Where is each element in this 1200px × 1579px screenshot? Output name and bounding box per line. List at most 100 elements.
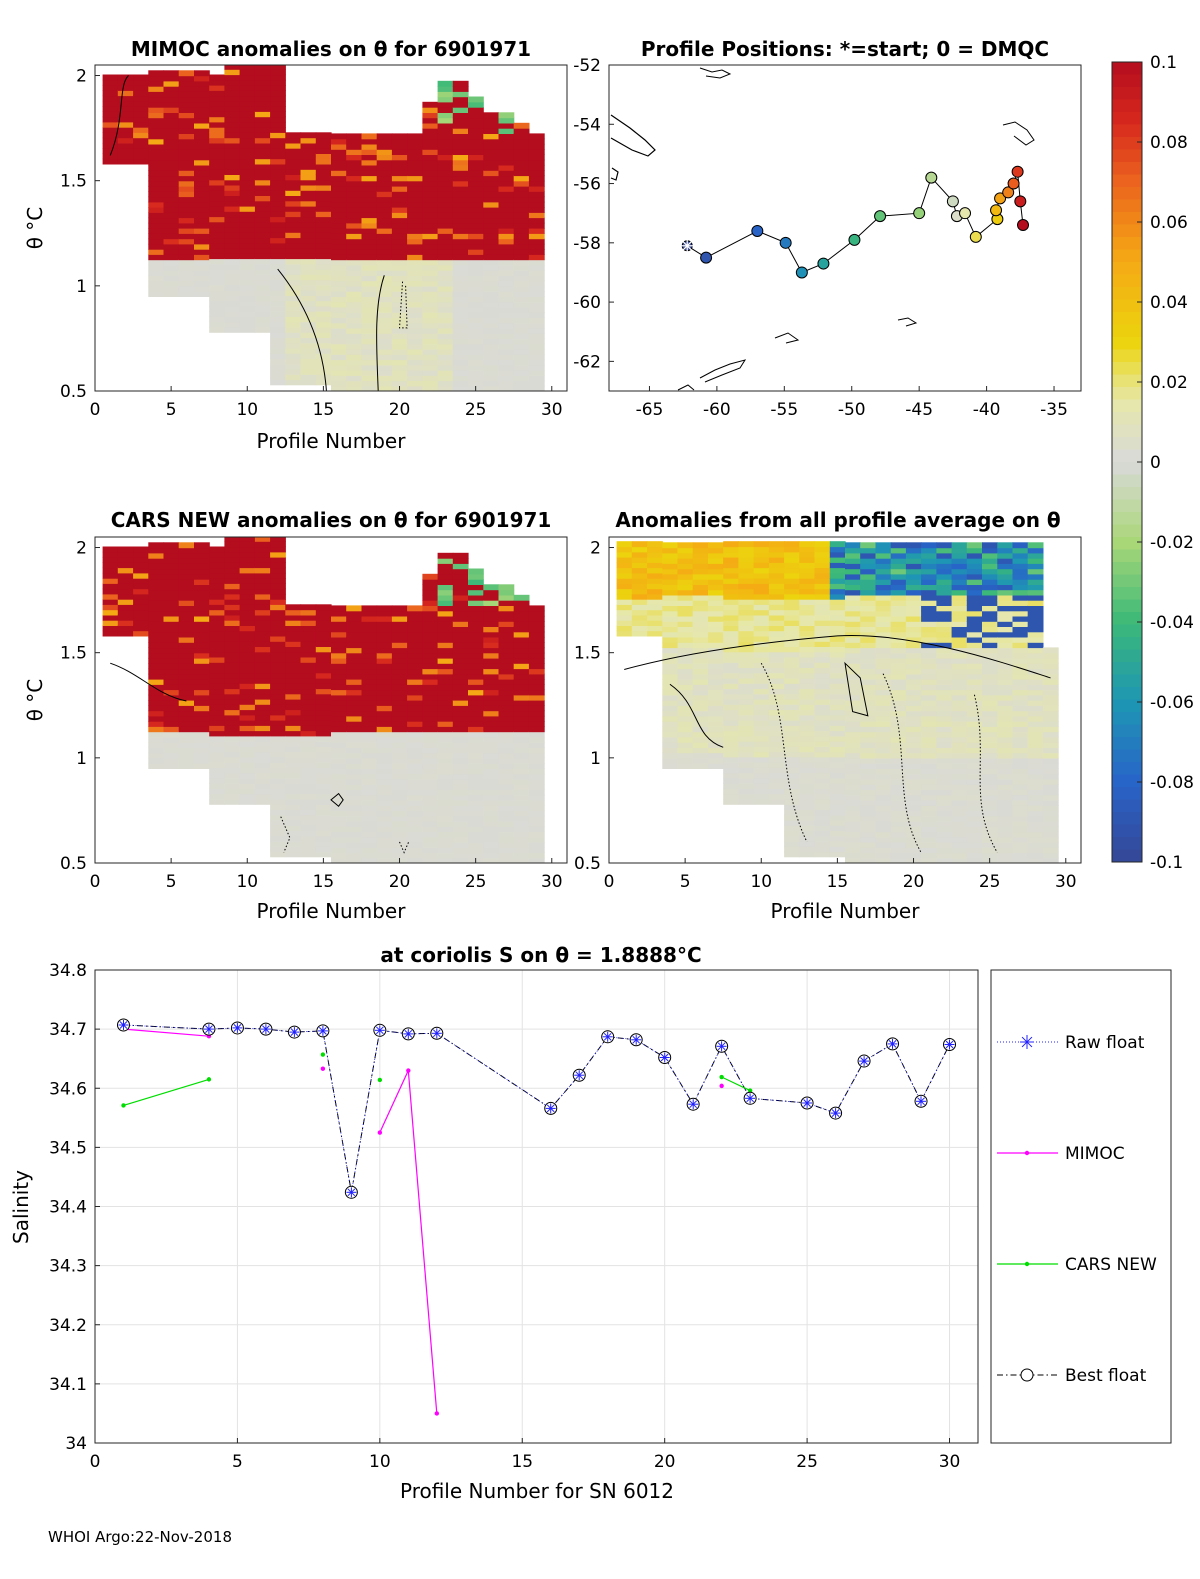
heatmap-cell bbox=[513, 684, 530, 691]
y-tick-label: 34.5 bbox=[49, 1138, 87, 1158]
heatmap-cell bbox=[194, 191, 210, 198]
heatmap-cell bbox=[224, 132, 241, 139]
heatmap-cell bbox=[148, 128, 165, 134]
heatmap-cell bbox=[936, 573, 953, 580]
heatmap-cell bbox=[224, 253, 241, 260]
heatmap-cell bbox=[875, 552, 892, 559]
heatmap-cell bbox=[829, 656, 846, 663]
heatmap-cell bbox=[315, 614, 332, 621]
heatmap-cell bbox=[738, 714, 755, 721]
heatmap-cell bbox=[483, 348, 500, 355]
heatmap-cell bbox=[498, 164, 515, 171]
heatmap-cell bbox=[708, 605, 724, 612]
heatmap-cell bbox=[1012, 600, 1029, 606]
heatmap-cell bbox=[498, 280, 515, 287]
heatmap-cell bbox=[468, 280, 484, 287]
heatmap-cell bbox=[315, 762, 332, 768]
heatmap-cell bbox=[662, 626, 679, 633]
heatmap-cell bbox=[239, 74, 256, 81]
heatmap-cell bbox=[315, 730, 332, 737]
heatmap-cell bbox=[498, 773, 515, 780]
heatmap-cell bbox=[315, 253, 332, 260]
heatmap-cell bbox=[966, 752, 983, 759]
heatmap-cell bbox=[890, 773, 907, 780]
heatmap-cell bbox=[361, 375, 378, 382]
heatmap-cell bbox=[513, 642, 530, 649]
colorbar-step bbox=[1112, 112, 1142, 125]
heatmap-cell bbox=[452, 763, 469, 769]
heatmap-cell bbox=[194, 128, 210, 134]
heatmap-cell bbox=[875, 742, 892, 748]
heatmap-cell bbox=[163, 568, 180, 575]
heatmap-cell bbox=[951, 621, 968, 627]
heatmap-cell bbox=[483, 264, 500, 271]
heatmap-cell bbox=[483, 280, 500, 287]
heatmap-cell bbox=[163, 154, 180, 161]
heatmap-cell bbox=[407, 375, 423, 382]
x-tick-label: 30 bbox=[1055, 872, 1077, 892]
heatmap-cell bbox=[346, 679, 362, 685]
heatmap-cell bbox=[921, 715, 937, 722]
colorbar-step bbox=[1112, 774, 1142, 788]
heatmap-cell bbox=[437, 626, 454, 633]
heatmap-cell bbox=[468, 700, 484, 706]
heatmap-cell bbox=[498, 359, 515, 366]
heatmap-cell bbox=[376, 805, 393, 812]
heatmap-cell bbox=[768, 599, 785, 605]
heatmap-cell bbox=[692, 626, 709, 633]
heatmap-cell bbox=[498, 128, 515, 134]
heatmap-cell bbox=[300, 148, 317, 154]
heatmap-cell bbox=[285, 242, 302, 249]
heatmap-cell bbox=[483, 763, 500, 769]
heatmap-cell bbox=[498, 243, 515, 250]
heatmap-cell bbox=[452, 663, 469, 670]
heatmap-cell bbox=[285, 825, 302, 831]
heatmap-cell bbox=[300, 226, 317, 233]
heatmap-cell bbox=[331, 212, 347, 219]
heatmap-cell bbox=[845, 842, 861, 848]
heatmap-cell bbox=[254, 226, 271, 233]
heatmap-cell bbox=[270, 709, 286, 716]
heatmap-cell bbox=[254, 132, 271, 139]
heatmap-cell bbox=[468, 380, 484, 387]
heatmap-cell bbox=[528, 348, 545, 355]
heatmap-cell bbox=[452, 301, 469, 308]
heatmap-cell bbox=[315, 819, 332, 826]
heatmap-cell bbox=[498, 784, 515, 790]
colorbar-tick-label: -0.1 bbox=[1150, 853, 1183, 873]
heatmap-cell bbox=[270, 79, 286, 86]
heatmap-cell bbox=[905, 752, 922, 759]
heatmap-cell bbox=[300, 353, 317, 359]
heatmap-cell bbox=[784, 741, 800, 747]
heatmap-cell bbox=[361, 380, 378, 387]
heatmap-cell bbox=[753, 788, 770, 795]
heatmap-cell bbox=[814, 720, 831, 726]
heatmap-cell bbox=[239, 620, 256, 626]
heatmap-cell bbox=[1042, 679, 1059, 685]
heatmap-cell bbox=[498, 333, 515, 340]
contour-line bbox=[110, 662, 187, 702]
heatmap-cell bbox=[285, 704, 302, 711]
heatmap-cell bbox=[376, 694, 393, 701]
heatmap-cell bbox=[331, 615, 347, 622]
heatmap-cell bbox=[951, 721, 968, 727]
heatmap-cell bbox=[376, 249, 393, 255]
heatmap-cell bbox=[285, 662, 302, 668]
heatmap-cell bbox=[845, 805, 861, 812]
heatmap-cell bbox=[315, 237, 332, 244]
heatmap-cell bbox=[692, 668, 709, 675]
heatmap-cell bbox=[163, 233, 180, 240]
heatmap-cell bbox=[982, 715, 998, 722]
heatmap-cell bbox=[148, 742, 165, 748]
heatmap-cell bbox=[1042, 831, 1059, 838]
heatmap-cell bbox=[239, 709, 256, 716]
heatmap-cell bbox=[209, 730, 225, 737]
heatmap-cell bbox=[209, 609, 225, 616]
heatmap-cell bbox=[498, 354, 515, 361]
heatmap-cell bbox=[163, 605, 180, 612]
heatmap-cell bbox=[860, 573, 876, 580]
heatmap-cell bbox=[468, 626, 484, 633]
heatmap-cell bbox=[285, 347, 302, 354]
heatmap-cell bbox=[315, 846, 332, 853]
heatmap-cell bbox=[163, 275, 180, 282]
